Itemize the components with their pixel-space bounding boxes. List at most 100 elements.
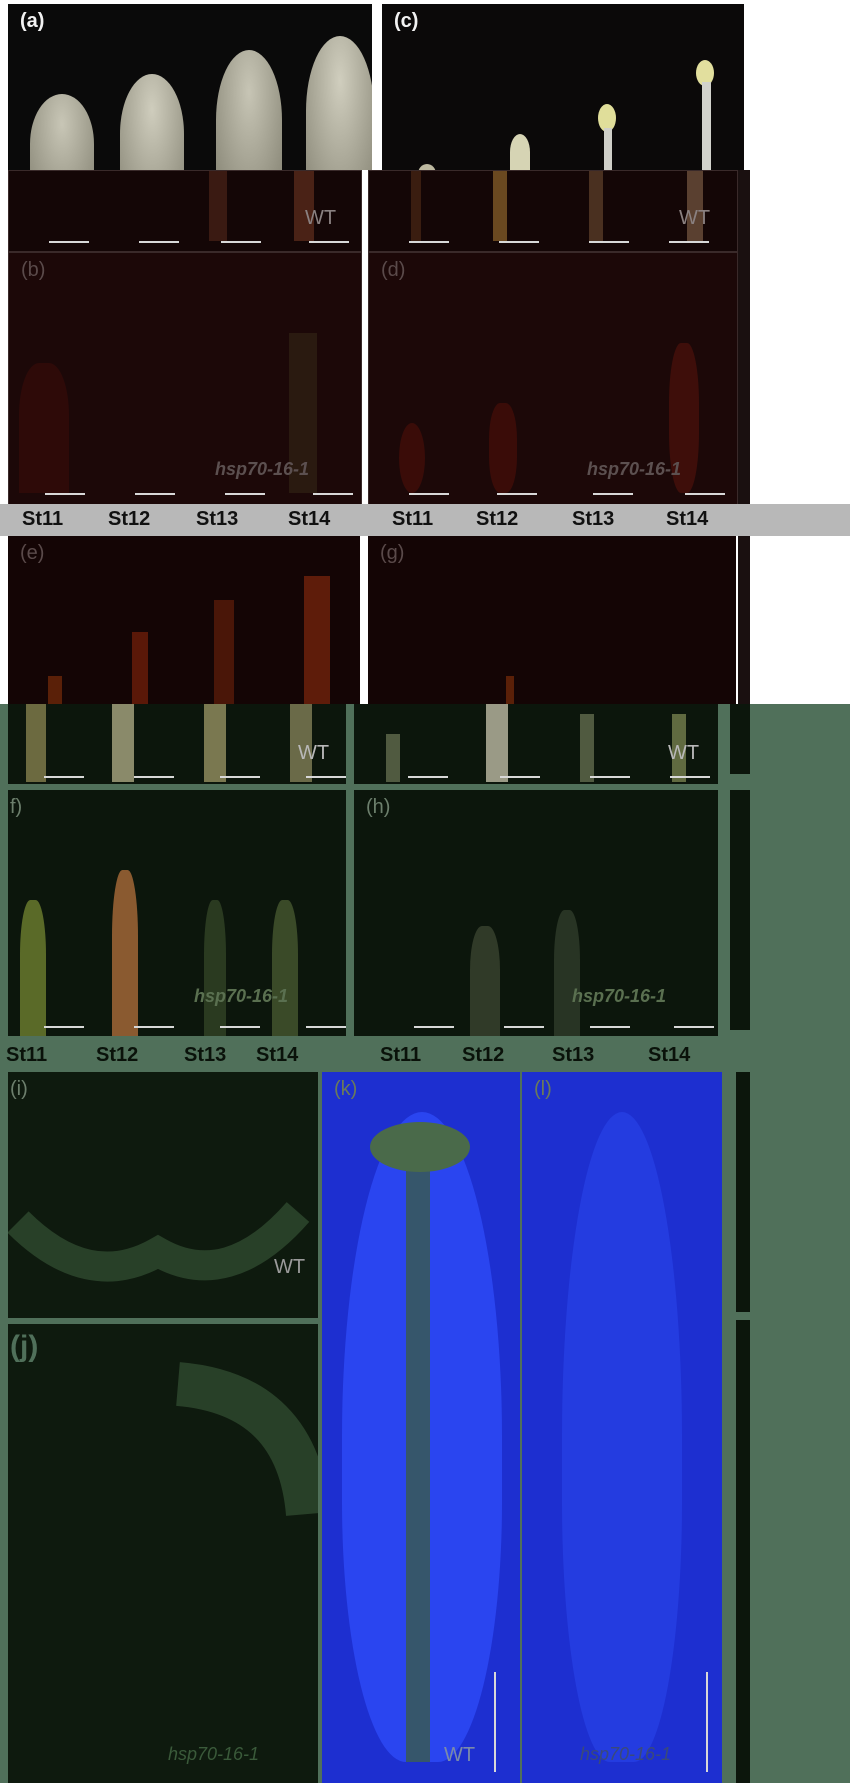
scale-bar <box>309 241 349 243</box>
stage-label-row-mid: St11 St12 St13 St14 St11 St12 St13 St14 <box>0 1040 850 1072</box>
stage-label: St13 <box>196 508 239 530</box>
scale-bar <box>500 776 540 778</box>
scale-bar <box>497 493 537 495</box>
scale-bar <box>44 1026 84 1028</box>
pistil <box>562 1112 682 1762</box>
organ-streak <box>493 171 507 241</box>
stigma <box>370 1122 470 1172</box>
edge-strip <box>738 170 750 504</box>
genotype-label: hsp70-16-1 <box>168 1744 260 1764</box>
scale-bar <box>306 776 346 778</box>
edge-strip-dark <box>736 1320 750 1783</box>
petal-st14 <box>306 36 372 170</box>
genotype-label: hsp70-16-1 <box>580 1744 672 1764</box>
stage-label-row-top: St11 St12 St13 St14 St11 St12 St13 St14 <box>0 504 850 536</box>
organ-streak <box>209 171 227 241</box>
scale-bar <box>499 241 539 243</box>
panel-i-image: (i) WT <box>8 1072 318 1318</box>
scale-bar <box>494 1672 496 1772</box>
panel-c-label: (c) <box>394 10 419 32</box>
organ-streak <box>48 676 62 704</box>
stage-label: St12 <box>108 508 151 530</box>
organ-st14 <box>272 900 298 1036</box>
panel-g-label: (g) <box>380 542 405 564</box>
panel-f-image: f) hsp70-16-1 <box>8 790 346 1036</box>
organ-streak <box>411 171 421 241</box>
organ-st14 <box>669 343 699 493</box>
scale-bar <box>409 241 449 243</box>
scale-bar <box>139 241 179 243</box>
edge-strip-dark <box>730 704 750 774</box>
wt-label: WT <box>668 742 700 764</box>
petal-st12 <box>120 74 184 170</box>
stage-label: St14 <box>288 508 331 530</box>
panel-c-image: (c) <box>382 4 744 170</box>
scale-bar <box>593 493 633 495</box>
genotype-label: hsp70-16-1 <box>194 986 289 1006</box>
wt-label: WT <box>444 1744 476 1766</box>
panel-e-label: (e) <box>20 542 45 564</box>
stage-label: St13 <box>184 1044 227 1066</box>
panel-k-label: (k) <box>334 1078 358 1100</box>
stamen-st12 <box>510 134 530 170</box>
organ-st12 <box>489 403 517 493</box>
scale-bar <box>706 1672 708 1772</box>
panel-i-label: (i) <box>10 1078 28 1100</box>
scale-bar <box>670 776 710 778</box>
scale-bar <box>414 1026 454 1028</box>
panel-d-image: (d) hsp70-16-1 <box>368 252 738 506</box>
stamen-st14-filament <box>702 82 711 170</box>
stage-label: St11 <box>22 508 64 530</box>
wt-label: WT <box>274 1256 306 1278</box>
panel-e-wt-strip: WT <box>8 704 346 784</box>
organ-streak <box>132 632 148 704</box>
scale-bar <box>669 241 709 243</box>
scale-bar <box>313 493 353 495</box>
panel-h-label: (h) <box>366 796 391 818</box>
wt-label: WT <box>298 742 330 764</box>
scale-bar <box>408 776 448 778</box>
scale-bar <box>225 493 265 495</box>
panel-g-image: (g) <box>368 536 736 704</box>
wt-label: WT <box>679 207 711 229</box>
organ-streak <box>26 704 46 782</box>
stage-label: St13 <box>572 508 615 530</box>
stage-label: St11 <box>380 1044 422 1066</box>
panel-b-label: (b) <box>21 259 46 281</box>
pollen-cluster <box>175 1362 318 1517</box>
organ-st11 <box>399 423 425 493</box>
scale-bar <box>49 241 89 243</box>
scale-bar <box>44 776 84 778</box>
organ-st11 <box>19 363 69 493</box>
panel-k-image: (k) WT <box>322 1072 520 1783</box>
organ-streak <box>112 704 134 782</box>
panel-a-wt-strip: WT <box>8 170 362 252</box>
scale-bar <box>409 493 449 495</box>
organ-streak <box>672 714 686 782</box>
scale-bar <box>685 493 725 495</box>
organ-st11 <box>20 900 46 1036</box>
organ-streak <box>486 704 508 782</box>
stage-label: St14 <box>648 1044 691 1066</box>
genotype-label: hsp70-16-1 <box>572 986 667 1006</box>
petal-st11 <box>30 94 94 170</box>
genotype-label: hsp70-16-1 <box>587 459 682 479</box>
edge-strip <box>738 536 750 704</box>
scale-bar <box>220 1026 260 1028</box>
panel-j-image: (j) hsp70-16-1 <box>8 1324 318 1783</box>
organ-streak <box>386 734 400 782</box>
stage-label: St14 <box>256 1044 299 1066</box>
stage-label: St12 <box>96 1044 139 1066</box>
stage-label: St12 <box>462 1044 505 1066</box>
panel-h-image: (h) hsp70-16-1 <box>354 790 718 1036</box>
organ-st13 <box>554 910 580 1036</box>
stage-label: St11 <box>392 508 434 530</box>
scale-bar <box>590 776 630 778</box>
stage-label: St11 <box>6 1044 48 1066</box>
organ-streak <box>506 676 514 704</box>
panel-j-label: (j) <box>10 1330 39 1363</box>
scale-bar <box>221 241 261 243</box>
scale-bar <box>306 1026 346 1028</box>
stage-label: St12 <box>476 508 519 530</box>
organ-st14 <box>289 333 317 493</box>
